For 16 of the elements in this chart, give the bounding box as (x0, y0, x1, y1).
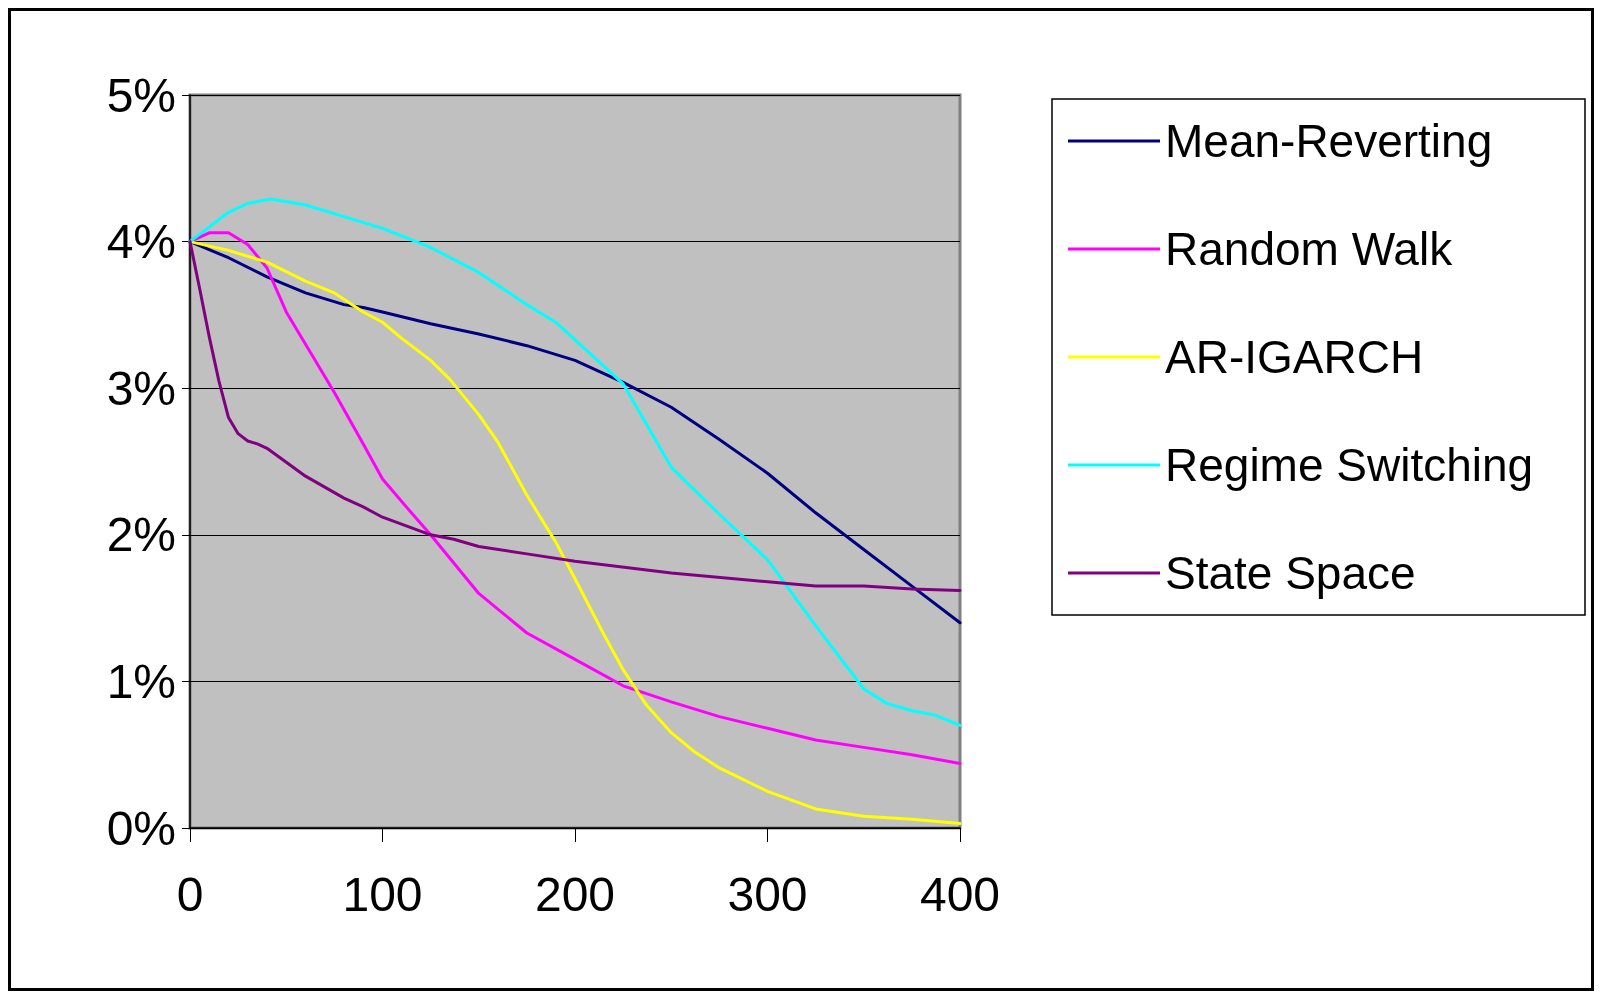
x-tick-label: 100 (342, 867, 423, 921)
legend-label: AR-IGARCH (1165, 331, 1424, 383)
x-tick-label: 300 (727, 867, 808, 921)
y-tick-label: 3% (106, 361, 176, 415)
y-tick-label: 4% (106, 215, 176, 269)
y-tick-label: 0% (106, 801, 176, 855)
y-tick-label: 2% (106, 508, 176, 562)
legend-label: Random Walk (1165, 223, 1454, 275)
x-tick-label: 0 (176, 867, 204, 921)
legend-label: Regime Switching (1165, 439, 1534, 491)
legend-label: Mean-Reverting (1165, 115, 1493, 167)
x-tick-label: 200 (534, 867, 616, 921)
y-tick-label: 1% (106, 654, 176, 708)
y-tick-label: 5% (106, 68, 176, 122)
x-tick-label: 400 (919, 867, 1001, 921)
legend-label: State Space (1165, 547, 1416, 599)
